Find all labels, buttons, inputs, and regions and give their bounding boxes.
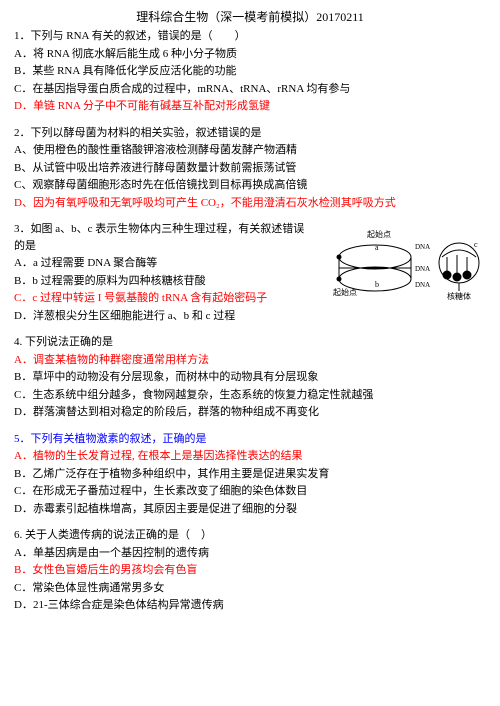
question-4: 4. 下列说法正确的是 A．调查某植物的种群密度通常用样方法 B．草坪中的动物没… <box>14 334 486 421</box>
q6-b: B．女性色盲婚后生的男孩均会有色盲 <box>14 562 486 579</box>
diagram-dna3: DNA <box>415 281 430 289</box>
question-5: 5．下列有关植物激素的叙述，正确的是 A．植物的生长发育过程, 在根本上是基因选… <box>14 431 486 518</box>
q4-a: A．调查某植物的种群密度通常用样方法 <box>14 352 486 369</box>
diagram-b: b <box>375 280 379 289</box>
diagram-dna2: DNA <box>415 265 430 273</box>
q4-stem: 4. 下列说法正确的是 <box>14 334 486 351</box>
page-title: 理科综合生物（深一模考前模拟）20170211 <box>14 8 486 26</box>
q1-d: D．单链 RNA 分子中不可能有碱基互补配对形成氢键 <box>14 98 486 115</box>
q3-diagram: 起始点 起始点 DNA DNA DNA a b c 核糖体 <box>327 227 492 305</box>
diagram-a: a <box>375 243 379 252</box>
q1-b: B．某些 RNA 具有降低化学反应活化能的功能 <box>14 63 486 80</box>
question-3: 起始点 起始点 DNA DNA DNA a b c 核糖体 3．如图 a、b、c… <box>14 221 486 324</box>
q1-c: C．在基因指导蛋白质合成的过程中，mRNA、tRNA、rRNA 均有参与 <box>14 81 486 98</box>
q2-c: C、观察酵母菌细胞形态时先在低倍镜找到目标再换成高倍镜 <box>14 177 486 194</box>
q3-stem: 3．如图 a、b、c 表示生物体内三种生理过程，有关叙述错误的是 <box>14 221 314 254</box>
diagram-dna1: DNA <box>415 243 430 251</box>
q3-a: A．a 过程需要 DNA 聚合酶等 <box>14 255 314 272</box>
q5-c: C．在形成无子番茄过程中，生长素改变了细胞的染色体数目 <box>14 483 486 500</box>
q2-stem: 2．下列以酵母菌为材料的相关实验，叙述错误的是 <box>14 125 486 142</box>
q5-stem: 5．下列有关植物激素的叙述，正确的是 <box>14 431 486 448</box>
q2-a: A、使用橙色的酸性重铬酸钾溶液检测酵母菌发酵产物酒精 <box>14 142 486 159</box>
question-1: 1．下列与 RNA 有关的叙述，错误的是（ ） A．将 RNA 彻底水解后能生成… <box>14 28 486 115</box>
q5-b: B．乙烯广泛存在于植物多种组织中，其作用主要是促进果实发育 <box>14 466 486 483</box>
q6-d: D．21-三体综合症是染色体结构异常遗传病 <box>14 597 486 614</box>
diagram-label-start1: 起始点 <box>367 229 391 239</box>
q3-d: D．洋葱根尖分生区细胞能进行 a、b 和 c 过程 <box>14 308 314 325</box>
q1-a: A．将 RNA 彻底水解后能生成 6 种小分子物质 <box>14 46 486 63</box>
diagram-label-start2: 起始点 <box>333 287 357 297</box>
q3-b: B．b 过程需要的原料为四种核糖核苷酸 <box>14 273 314 290</box>
q1-stem: 1．下列与 RNA 有关的叙述，错误的是（ ） <box>14 28 486 45</box>
q4-c: C．生态系统中组分越多，食物网越复杂，生态系统的恢复力稳定性就越强 <box>14 387 486 404</box>
question-2: 2．下列以酵母菌为材料的相关实验，叙述错误的是 A、使用橙色的酸性重铬酸钾溶液检… <box>14 125 486 212</box>
q3-c: C．c 过程中转运 I 号氨基酸的 tRNA 含有起始密码子 <box>14 290 314 307</box>
q4-b: B．草坪中的动物没有分层现象，而树林中的动物具有分层现象 <box>14 369 486 386</box>
q5-a: A．植物的生长发育过程, 在根本上是基因选择性表达的结果 <box>14 448 486 465</box>
diagram-c: c <box>474 240 478 249</box>
q5-d: D．赤霉素引起植株增高，其原因主要是促进了细胞的分裂 <box>14 501 486 518</box>
q6-c: C．常染色体显性病通常男多女 <box>14 580 486 597</box>
q6-stem: 6. 关于人类遗传病的说法正确的是（ ） <box>14 527 486 544</box>
question-6: 6. 关于人类遗传病的说法正确的是（ ） A．单基因病是由一个基因控制的遗传病 … <box>14 527 486 614</box>
q2-b: B、从试管中吸出培养液进行酵母菌数量计数前需振荡试管 <box>14 160 486 177</box>
diagram-ribo: 核糖体 <box>447 291 471 301</box>
q2-d: D、因为有氧呼吸和无氧呼吸均可产生 CO₂，不能用澄清石灰水检测其呼吸方式 <box>14 195 486 212</box>
q6-a: A．单基因病是由一个基因控制的遗传病 <box>14 545 486 562</box>
q4-d: D．群落演替达到相对稳定的阶段后，群落的物种组成不再变化 <box>14 404 486 421</box>
